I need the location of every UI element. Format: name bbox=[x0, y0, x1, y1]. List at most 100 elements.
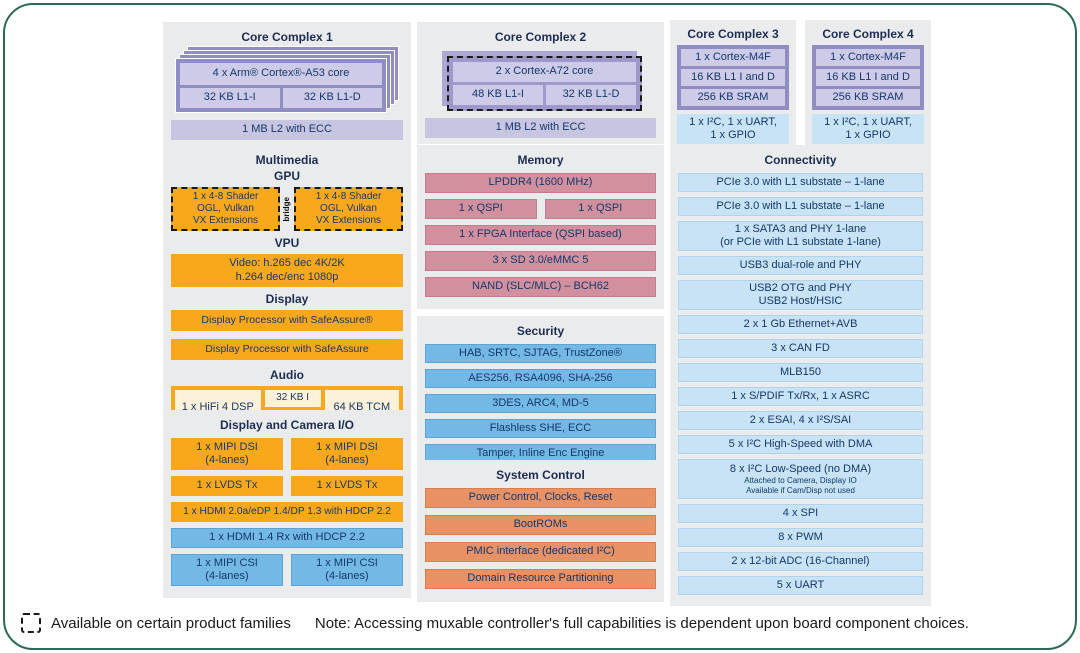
ethernet-block: 2 x 1 Gb Ethernet+AVB bbox=[678, 315, 923, 334]
system-control-block: BootROMs bbox=[425, 515, 656, 535]
legend-note: Note: Accessing muxable controller's ful… bbox=[314, 614, 969, 632]
cc2-l1i-block: 48 KB L1-I bbox=[453, 85, 543, 105]
cc3-core-block: 1 x Cortex-M4F bbox=[681, 49, 785, 66]
gpu-row: 1 x 4-8 Shader OGL, Vulkan VX Extensions… bbox=[171, 187, 403, 231]
panel-system-control: System Control Power Control, Clocks, Re… bbox=[417, 460, 664, 602]
cc3-card: 1 x Cortex-M4F 16 KB L1 I and D 256 KB S… bbox=[677, 45, 789, 110]
i2c-low-speed-block: 8 x I²C Low-Speed (no DMA) Attached to C… bbox=[678, 459, 923, 499]
usb3-block: USB3 dual-role and PHY bbox=[678, 256, 923, 275]
legend-label: Available on certain product families bbox=[51, 614, 291, 632]
gpu-shader-left-block: 1 x 4-8 Shader OGL, Vulkan VX Extensions bbox=[171, 187, 280, 231]
qspi-block: 1 x QSPI bbox=[544, 199, 656, 219]
cc4-core-block: 1 x Cortex-M4F bbox=[816, 49, 920, 66]
panel-core-complex-3: Core Complex 3 1 x Cortex-M4F 16 KB L1 I… bbox=[670, 20, 796, 149]
system-control-block: PMIC interface (dedicated I²C) bbox=[425, 542, 656, 562]
panel-core-complex-2: Core Complex 2 2 x Cortex-A72 core 48 KB… bbox=[417, 22, 664, 144]
nand-block: NAND (SLC/MLC) – BCH62 bbox=[425, 277, 656, 297]
cc2-card: 2 x Cortex-A72 core 48 KB L1-I 32 KB L1-… bbox=[447, 56, 642, 111]
system-control-block: Power Control, Clocks, Reset bbox=[425, 488, 656, 508]
mipi-csi-row: 1 x MIPI CSI (4-lanes) 1 x MIPI CSI (4-l… bbox=[171, 554, 403, 586]
connectivity-title: Connectivity bbox=[764, 153, 837, 167]
fpga-interface-block: 1 x FPGA Interface (QSPI based) bbox=[425, 225, 656, 245]
lvds-tx-block: 1 x LVDS Tx bbox=[171, 476, 283, 496]
i2c-low-speed-label: 8 x I²C Low-Speed (no DMA) bbox=[729, 463, 872, 476]
gpu-bridge-label: bridge bbox=[282, 196, 291, 222]
pcie-block: PCIe 3.0 with L1 substate – 1-lane bbox=[678, 173, 923, 192]
core-complex-3-title: Core Complex 3 bbox=[687, 27, 779, 41]
security-title: Security bbox=[516, 324, 565, 338]
cc1-l2-block: 1 MB L2 with ECC bbox=[171, 120, 403, 140]
vpu-title: VPU bbox=[274, 236, 300, 250]
cc4-io-block: 1 x I²C, 1 x UART, 1 x GPIO bbox=[812, 114, 924, 144]
cc2-l1d-block: 32 KB L1-D bbox=[546, 85, 636, 105]
cc1-card: 4 x Arm® Cortex®-A53 core 32 KB L1-I 32 … bbox=[175, 58, 387, 113]
uart-block: 5 x UART bbox=[678, 576, 923, 595]
core-complex-2-title: Core Complex 2 bbox=[494, 30, 587, 44]
security-block: AES256, RSA4096, SHA-256 bbox=[425, 369, 656, 388]
cc2-l2-block: 1 MB L2 with ECC bbox=[425, 118, 656, 138]
esai-sai-block: 2 x ESAI, 4 x I²S/SAI bbox=[678, 411, 923, 430]
dashed-box-icon bbox=[21, 613, 41, 633]
security-block: Flashless SHE, ECC bbox=[425, 419, 656, 438]
vpu-block: Video: h.265 dec 4K/2K h.264 dec/enc 108… bbox=[171, 254, 403, 287]
panel-connectivity: Connectivity PCIe 3.0 with L1 substate –… bbox=[670, 145, 931, 606]
mipi-dsi-row: 1 x MIPI DSI (4-lanes) 1 x MIPI DSI (4-l… bbox=[171, 438, 403, 470]
panel-display-camera-io: Display and Camera I/O 1 x MIPI DSI (4-l… bbox=[163, 410, 411, 598]
mipi-dsi-block: 1 x MIPI DSI (4-lanes) bbox=[171, 438, 283, 470]
cc4-sram-block: 256 KB SRAM bbox=[816, 89, 920, 106]
panel-core-complex-4: Core Complex 4 1 x Cortex-M4F 16 KB L1 I… bbox=[805, 20, 931, 149]
core-complex-4-title: Core Complex 4 bbox=[822, 27, 914, 41]
panel-core-complex-1: Core Complex 1 4 x Arm® Cortex®-A53 core… bbox=[163, 22, 411, 146]
panel-security: Security HAB, SRTC, SJTAG, TrustZone® AE… bbox=[417, 316, 664, 475]
cc3-io-block: 1 x I²C, 1 x UART, 1 x GPIO bbox=[677, 114, 789, 144]
cc1-card-stack: 4 x Arm® Cortex®-A53 core 32 KB L1-I 32 … bbox=[175, 46, 399, 113]
panel-multimedia: Multimedia GPU 1 x 4-8 Shader OGL, Vulka… bbox=[163, 145, 411, 436]
sd-emmc-block: 3 x SD 3.0/eMMC 5 bbox=[425, 251, 656, 271]
gpu-shader-right-block: 1 x 4-8 Shader OGL, Vulkan VX Extensions bbox=[294, 187, 403, 231]
gpu-title: GPU bbox=[273, 169, 300, 183]
mipi-csi-block: 1 x MIPI CSI (4-lanes) bbox=[171, 554, 283, 586]
security-block: 3DES, ARC4, MD-5 bbox=[425, 394, 656, 413]
pwm-block: 8 x PWM bbox=[678, 528, 923, 547]
system-control-block: Domain Resource Partitioning bbox=[425, 569, 656, 589]
product-outline-frame: Core Complex 1 4 x Arm® Cortex®-A53 core… bbox=[3, 3, 1077, 650]
mlb150-block: MLB150 bbox=[678, 363, 923, 382]
lpddr4-block: LPDDR4 (1600 MHz) bbox=[425, 173, 656, 193]
audio-icache-block: 32 KB I bbox=[264, 390, 321, 407]
cc1-core-block: 4 x Arm® Cortex®-A53 core bbox=[180, 63, 382, 85]
mipi-dsi-block: 1 x MIPI DSI (4-lanes) bbox=[291, 438, 403, 470]
cc1-l1-row: 32 KB L1-I 32 KB L1-D bbox=[180, 88, 382, 108]
adc-block: 2 x 12-bit ADC (16-Channel) bbox=[678, 552, 923, 571]
qspi-row: 1 x QSPI 1 x QSPI bbox=[425, 199, 656, 219]
cc3-l1-block: 16 KB L1 I and D bbox=[681, 69, 785, 86]
core-complex-1-title: Core Complex 1 bbox=[241, 30, 333, 44]
cc1-l1d-block: 32 KB L1-D bbox=[282, 88, 382, 108]
lvds-tx-block: 1 x LVDS Tx bbox=[291, 476, 403, 496]
display-title: Display bbox=[265, 292, 309, 306]
memory-title: Memory bbox=[517, 153, 564, 167]
cc1-l1i-block: 32 KB L1-I bbox=[180, 88, 280, 108]
can-fd-block: 3 x CAN FD bbox=[678, 339, 923, 358]
cc3-sram-block: 256 KB SRAM bbox=[681, 89, 785, 106]
i2c-low-speed-note: Attached to Camera, Display IO Available… bbox=[744, 476, 857, 495]
spi-block: 4 x SPI bbox=[678, 504, 923, 523]
system-control-title: System Control bbox=[496, 468, 585, 482]
audio-title: Audio bbox=[270, 368, 304, 382]
display-processor-block: Display Processor with SafeAssure bbox=[171, 339, 403, 360]
cc4-l1-block: 16 KB L1 I and D bbox=[816, 69, 920, 86]
cc2-l1-row: 48 KB L1-I 32 KB L1-D bbox=[453, 85, 636, 105]
usb2-block: USB2 OTG and PHY USB2 Host/HSIC bbox=[678, 280, 923, 310]
lvds-row: 1 x LVDS Tx 1 x LVDS Tx bbox=[171, 476, 403, 496]
cc4-card: 1 x Cortex-M4F 16 KB L1 I and D 256 KB S… bbox=[812, 45, 924, 110]
mipi-csi-block: 1 x MIPI CSI (4-lanes) bbox=[291, 554, 403, 586]
panel-memory: Memory LPDDR4 (1600 MHz) 1 x QSPI 1 x QS… bbox=[417, 145, 664, 309]
qspi-block: 1 x QSPI bbox=[425, 199, 537, 219]
cc2-core-block: 2 x Cortex-A72 core bbox=[453, 62, 636, 82]
display-processor-block: Display Processor with SafeAssure® bbox=[171, 310, 403, 331]
i2c-high-speed-block: 5 x I²C High-Speed with DMA bbox=[678, 435, 923, 454]
multimedia-title: Multimedia bbox=[255, 153, 319, 167]
security-block: HAB, SRTC, SJTAG, TrustZone® bbox=[425, 344, 656, 363]
legend: Available on certain product families No… bbox=[21, 613, 1065, 633]
sata3-block: 1 x SATA3 and PHY 1-lane (or PCIe with L… bbox=[678, 221, 923, 251]
hdmi-rx-block: 1 x HDMI 1.4 Rx with HDCP 2.2 bbox=[171, 528, 403, 548]
